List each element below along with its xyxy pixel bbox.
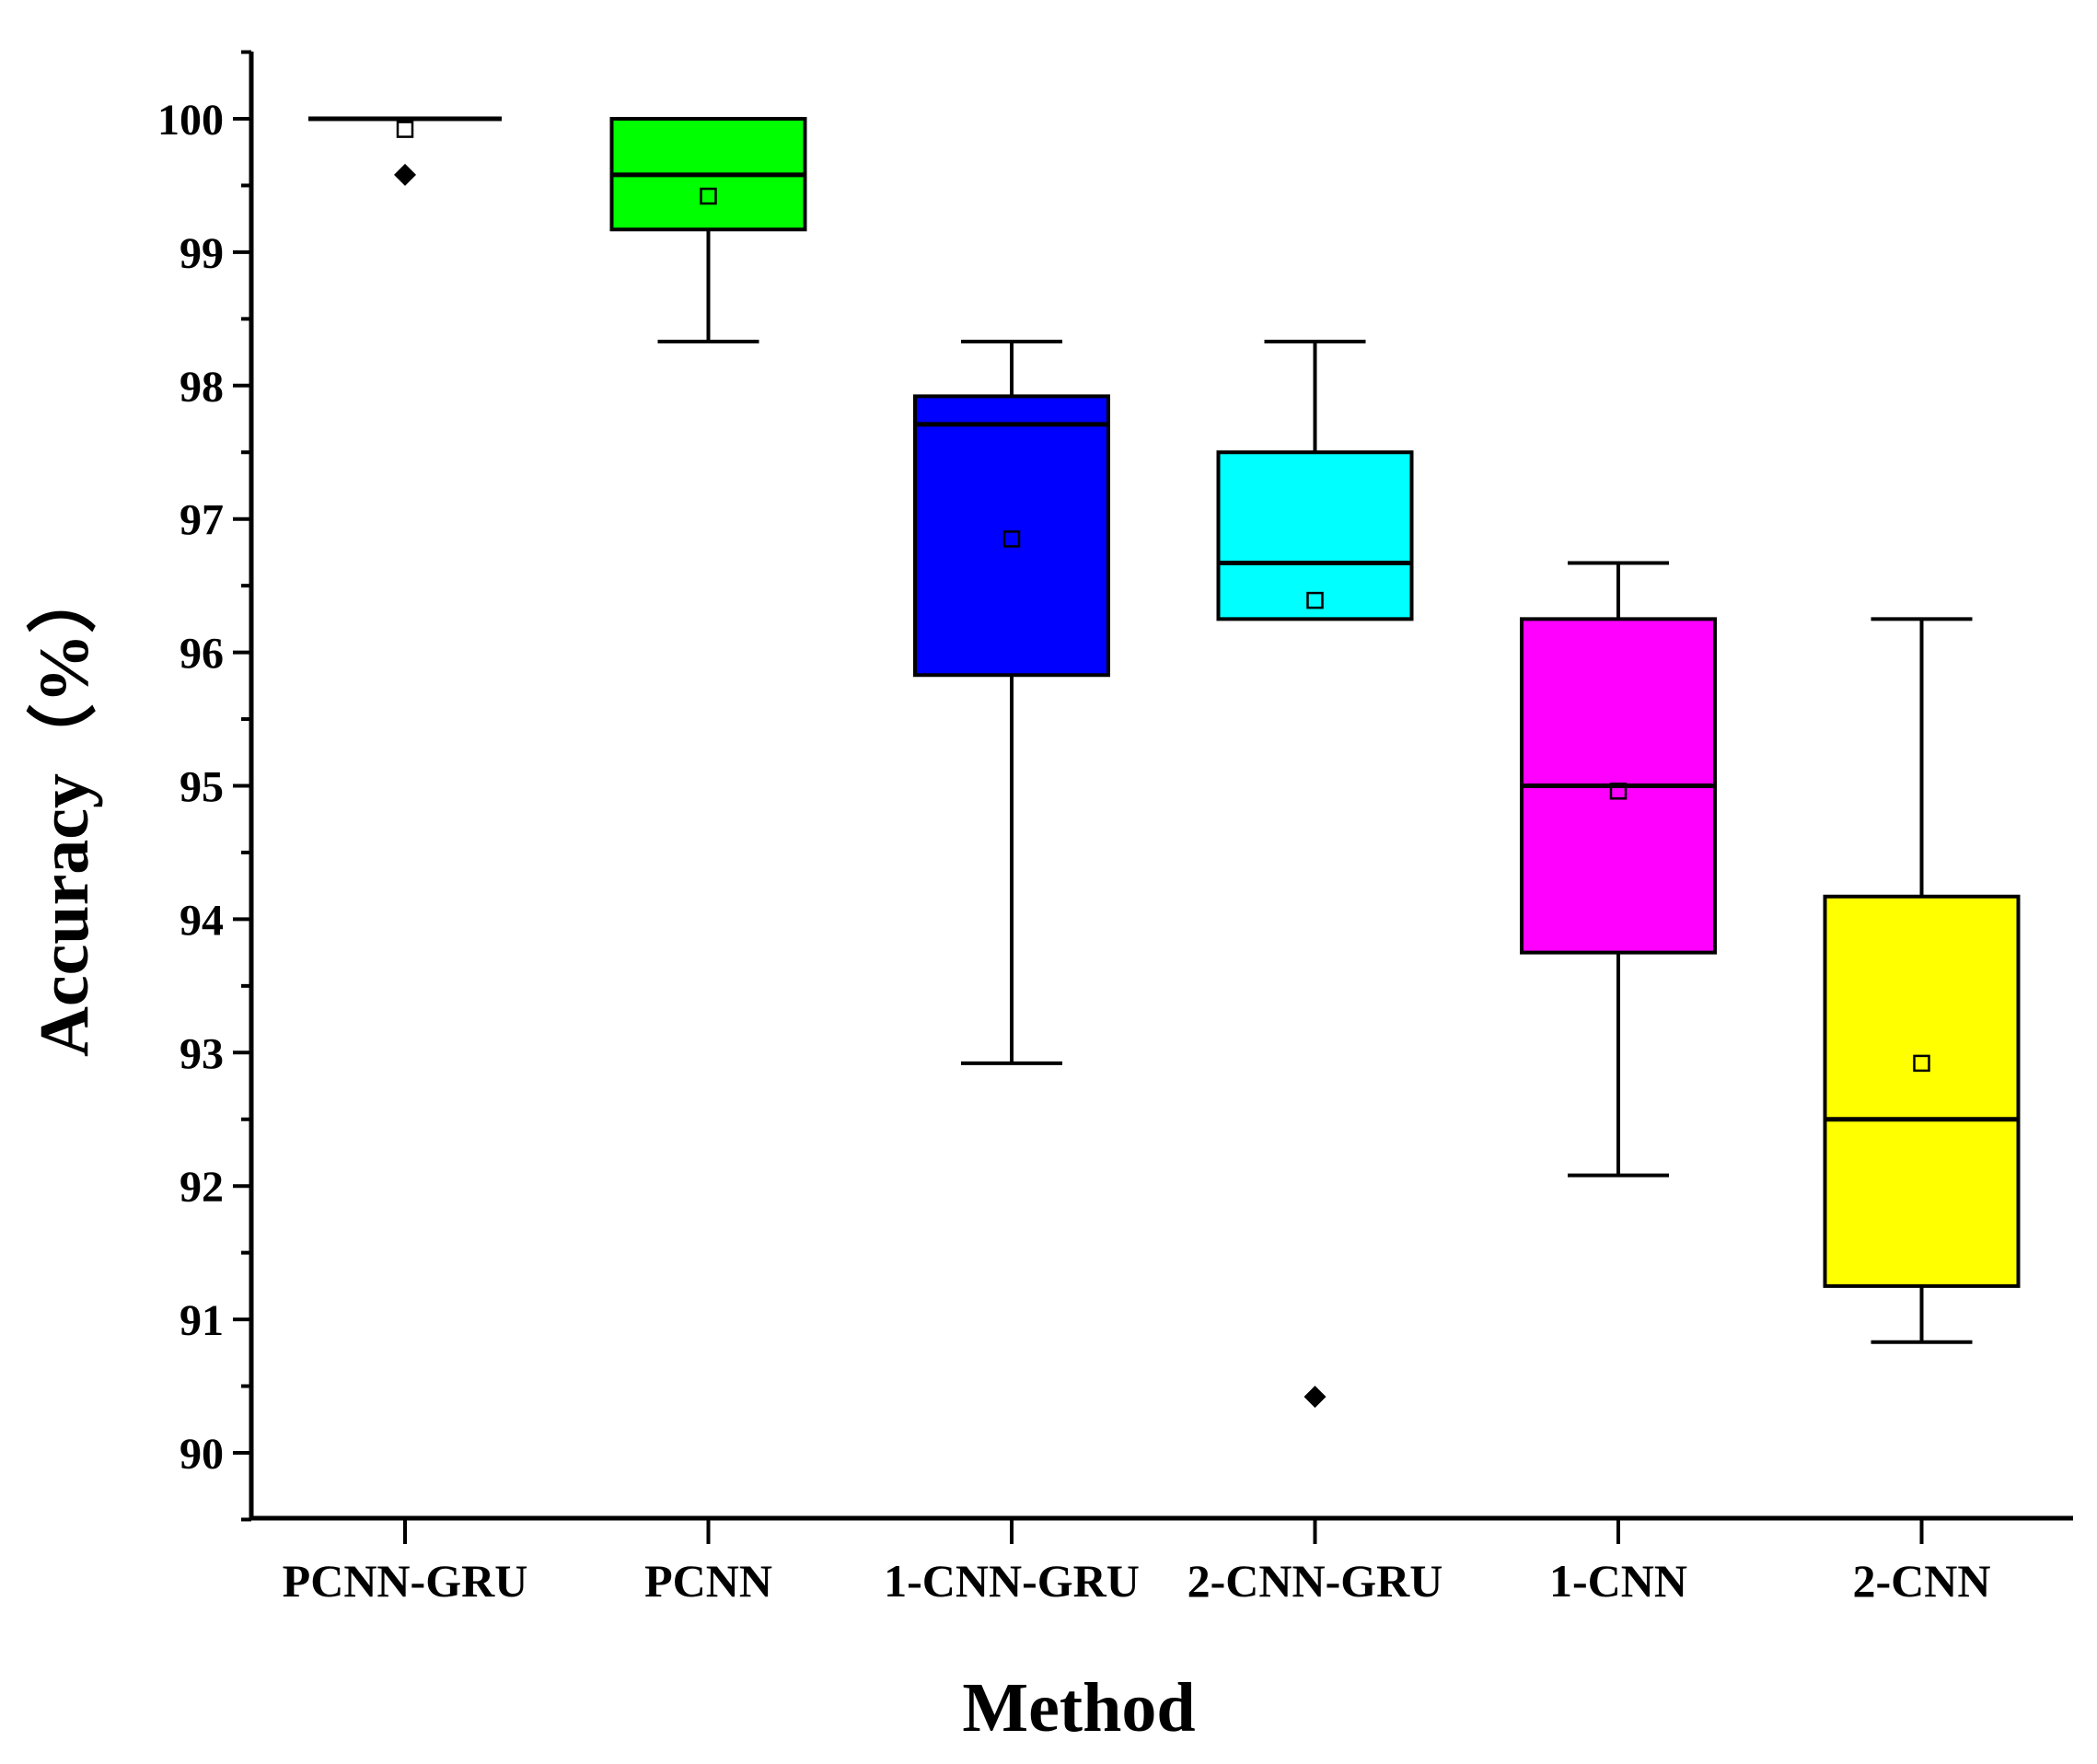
- mean-marker-2-cnn: [1913, 1054, 1930, 1073]
- outlier-marker-pcnn-gru: [394, 163, 416, 186]
- mean-marker-1-cnn: [1609, 783, 1628, 800]
- x-tick-label-2-cnn-gru: 2-CNN-GRU: [1188, 1555, 1443, 1607]
- y-tick-label-93: 93: [180, 1029, 224, 1078]
- x-axis-title: Method: [962, 1669, 1195, 1747]
- box-2-cnn: [1823, 894, 2021, 1288]
- y-tick-label-90: 90: [180, 1430, 224, 1479]
- mean-marker-1-cnn-gru: [1002, 530, 1021, 548]
- outlier-marker-2-cnn-gru: [1303, 1386, 1327, 1409]
- mean-marker-pcnn-gru: [396, 121, 414, 138]
- y-tick-label-96: 96: [180, 630, 224, 679]
- y-tick-label-94: 94: [180, 896, 224, 945]
- x-tick-label-1-cnn: 1-CNN: [1549, 1555, 1687, 1607]
- x-tick-label-1-cnn-gru: 1-CNN-GRU: [884, 1555, 1140, 1607]
- y-tick-label-97: 97: [180, 496, 224, 545]
- y-tick-label-100: 100: [157, 96, 224, 145]
- mean-marker-pcnn: [700, 187, 717, 205]
- x-tick-label-pcnn: PCNN: [644, 1555, 772, 1607]
- y-axis-title: Accuracy（%）: [26, 563, 103, 1057]
- mean-marker-2-cnn-gru: [1306, 591, 1324, 609]
- y-tick-label-92: 92: [180, 1163, 224, 1212]
- box-1-cnn-gru: [913, 394, 1110, 678]
- y-tick-label-95: 95: [180, 763, 224, 812]
- plot-area: 90 91 92 93 94 95 96 97 98 99 100 PCNN-GRU PCNN 1-CNN…: [157, 50, 2073, 1607]
- x-tick-label-2-cnn: 2-CNN: [1853, 1555, 1991, 1607]
- y-tick-label-91: 91: [180, 1296, 224, 1345]
- y-tick-label-99: 99: [180, 229, 224, 278]
- box-2-cnn-gru: [1216, 450, 1414, 621]
- x-tick-label-pcnn-gru: PCNN-GRU: [283, 1555, 528, 1607]
- y-tick-label-98: 98: [180, 363, 224, 412]
